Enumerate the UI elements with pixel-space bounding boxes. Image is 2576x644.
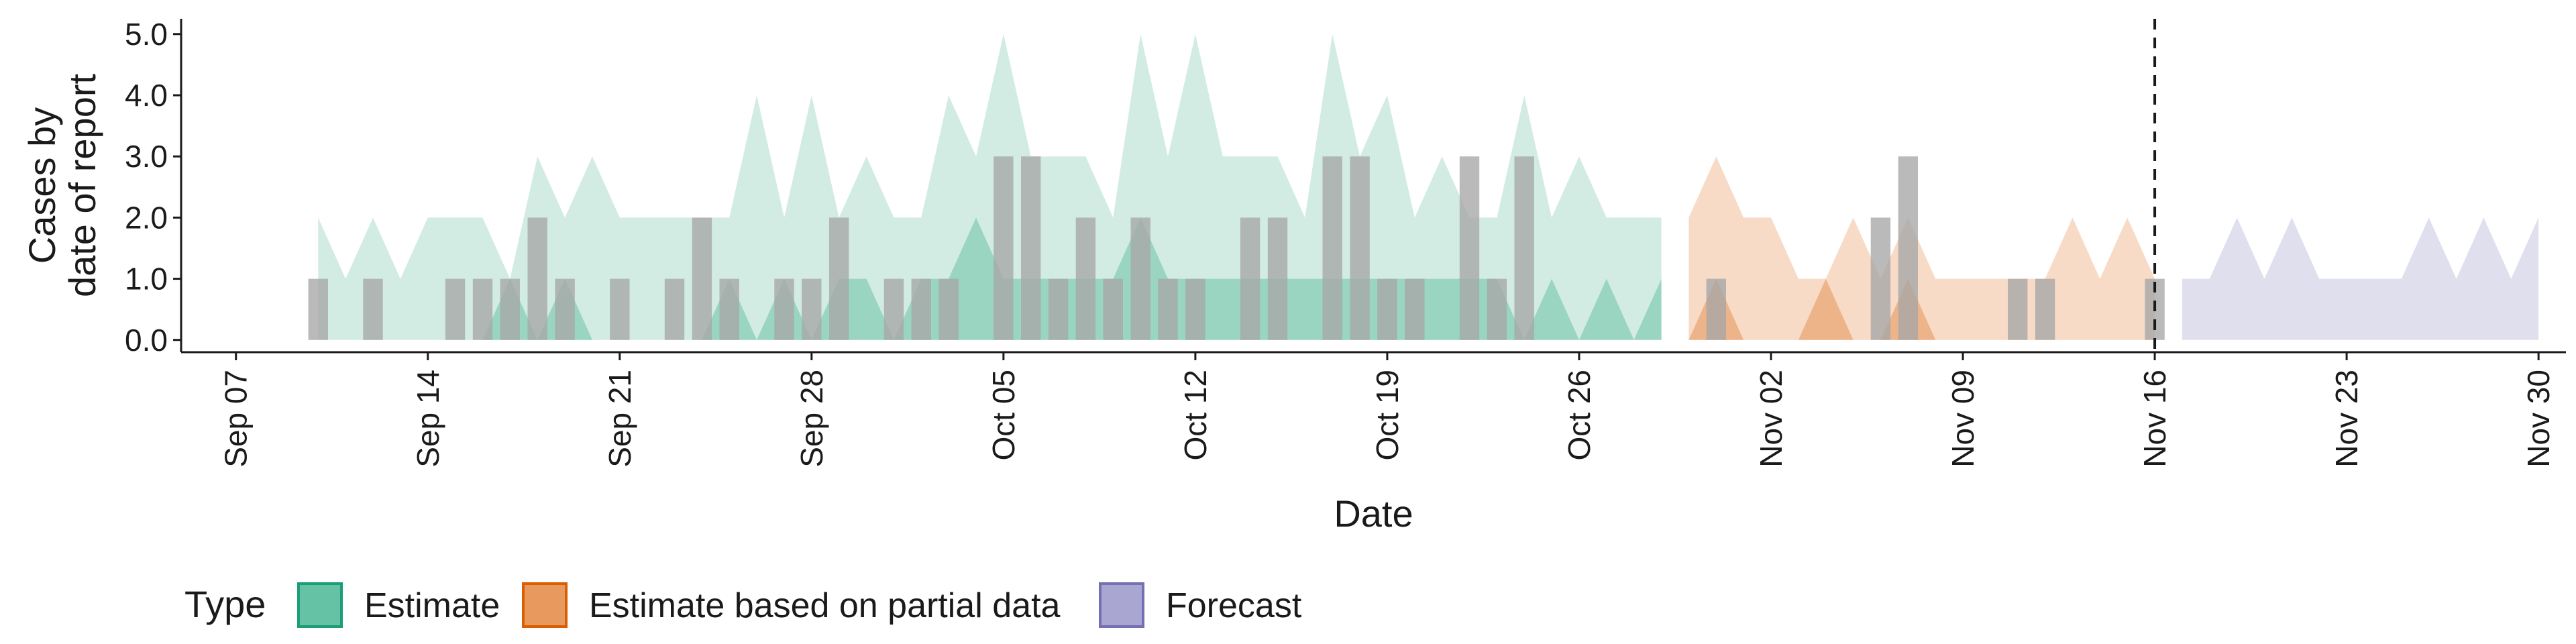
reported-cases-bar [883, 278, 904, 340]
reported-cases-bar [692, 217, 712, 340]
x-tick-label: Nov 30 [2521, 370, 2556, 468]
y-axis-title: Cases bydate of report [21, 74, 103, 298]
y-tick-label: 3.0 [125, 139, 168, 174]
reported-cases-bar [1898, 156, 1918, 340]
x-tick-label: Oct 26 [1562, 370, 1597, 461]
x-tick-label: Oct 05 [986, 370, 1021, 461]
reported-cases-bar [555, 278, 575, 340]
reported-cases-bar [363, 278, 383, 340]
x-tick-label: Oct 12 [1178, 370, 1213, 461]
reported-cases-bar [1322, 156, 1342, 340]
x-tick-label: Sep 07 [219, 370, 254, 468]
reported-cases-bar [445, 278, 466, 340]
y-tick-label: 2.0 [125, 200, 168, 235]
x-tick-label: Sep 14 [411, 370, 445, 468]
y-tick-label: 1.0 [125, 262, 168, 297]
legend-entry-label: Estimate based on partial data [589, 586, 1061, 625]
reported-cases-bar [802, 278, 822, 340]
reported-cases-bar [1075, 217, 1096, 340]
x-tick-label: Nov 09 [1945, 370, 1980, 468]
legend-title: Type [184, 583, 266, 625]
y-tick-label: 5.0 [125, 17, 168, 52]
x-tick-label: Nov 02 [1754, 370, 1788, 468]
reported-cases-bar [308, 278, 328, 340]
reported-cases-bar [1158, 278, 1178, 340]
x-tick-label: Sep 28 [794, 370, 829, 468]
reported-cases-bar [472, 278, 493, 340]
reported-cases-bar [1459, 156, 1480, 340]
x-tick-label: Nov 16 [2137, 370, 2172, 468]
reported-cases-bar [1350, 156, 1370, 340]
reported-cases-bar [527, 217, 547, 340]
reported-cases-bar [664, 278, 685, 340]
forecast-outer-band [2182, 217, 2539, 340]
legend-entry-label: Forecast [1166, 586, 1302, 625]
reported-cases-bar [911, 278, 931, 340]
x-tick-label: Nov 23 [2329, 370, 2364, 468]
reported-cases-bar [1240, 217, 1260, 340]
reported-cases-bar [2008, 278, 2028, 340]
reported-cases-bar [1870, 217, 1891, 340]
reported-cases-bar [829, 217, 849, 340]
legend-key [522, 582, 568, 628]
legend-key [297, 582, 343, 628]
partial-data-inner-band [1688, 278, 2155, 340]
reported-cases-bar [1405, 278, 1425, 340]
legend-entry-label: Estimate [364, 586, 500, 625]
reported-cases-bar [1021, 156, 1041, 340]
legend-key [1099, 582, 1144, 628]
reported-cases-bar [938, 278, 959, 340]
reported-cases-bar [1514, 156, 1534, 340]
y-tick-label: 4.0 [125, 78, 168, 113]
reported-cases-bar [610, 278, 630, 340]
reported-cases-bar [1487, 278, 1507, 340]
reported-cases-bar [1267, 217, 1288, 340]
reported-cases-bar [2035, 278, 2055, 340]
reported-cases-bar [1377, 278, 1397, 340]
reported-cases-bar [1130, 217, 1150, 340]
legend: Type Estimate Estimate based on partial da… [184, 582, 1302, 628]
reported-cases-bar [500, 278, 520, 340]
reported-cases-bar [774, 278, 794, 340]
x-tick-label: Sep 21 [602, 370, 637, 468]
plot-areas [318, 34, 2539, 340]
y-axis-title-line: date of report [61, 74, 103, 298]
reported-cases-bar [1185, 278, 1205, 340]
reported-cases-bar [1706, 278, 1726, 340]
reported-cases-bar [719, 278, 739, 340]
x-axis-title: Date [1334, 492, 1413, 535]
axes: 0.0 1.0 2.0 3.0 4.0 5.0 Sep 07 Sep 14 Sep 21 Sep … [21, 17, 2566, 535]
y-tick-label: 0.0 [125, 323, 168, 358]
reported-cases-bar [994, 156, 1014, 340]
reported-cases-bar [1103, 278, 1123, 340]
x-tick-label: Oct 19 [1370, 370, 1405, 461]
reported-case-bars [308, 156, 2165, 340]
reported-cases-bar [1048, 278, 1069, 340]
y-axis-title-line: Cases by [21, 107, 63, 264]
